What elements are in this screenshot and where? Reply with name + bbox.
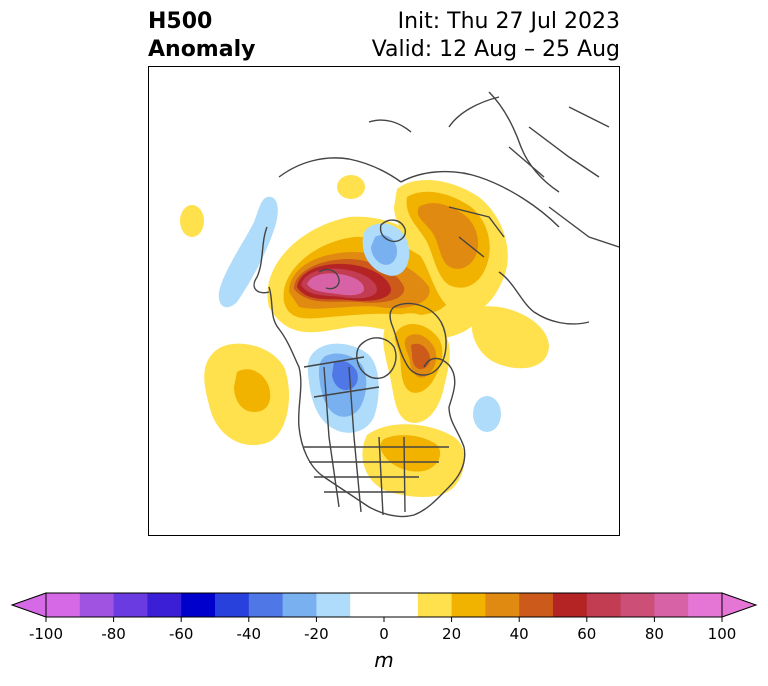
colorbar-tick-label: -80 <box>101 625 126 643</box>
colorbar-segment <box>485 593 520 617</box>
colorbar-segment <box>316 593 351 617</box>
colorbar-tick-label: 40 <box>510 625 529 643</box>
colorbar-low-extend <box>10 592 47 618</box>
colorbar-tick-label: -20 <box>304 625 329 643</box>
colorbar-segment <box>79 593 115 617</box>
colorbar-tick-label: -60 <box>169 625 194 643</box>
valid-dates: Valid: 12 Aug – 25 Aug <box>371 37 620 62</box>
init-date: Init: Thu 27 Jul 2023 <box>397 9 620 34</box>
colorbar-tick-label: -40 <box>237 625 262 643</box>
colorbar-segment <box>350 593 385 617</box>
coastlines <box>253 91 619 518</box>
colorbar-segment <box>181 593 216 617</box>
map-title-line2: Anomaly <box>148 37 256 62</box>
negative-anomaly-fields <box>218 196 501 433</box>
anomaly-map-canvas <box>180 91 619 518</box>
colorbar-segment <box>113 593 148 617</box>
colorbar-tick-label: 20 <box>442 625 461 643</box>
colorbar-tick-label: 100 <box>708 625 737 643</box>
colorbar-segment <box>586 593 622 617</box>
map-title-line1: H500 <box>148 9 213 34</box>
anomaly-map <box>148 66 620 536</box>
colorbar-segment <box>620 593 655 617</box>
colorbar: -100 -80 -60 -40 -20 0 20 40 60 80 100 <box>10 592 758 643</box>
colorbar-segments <box>46 593 723 617</box>
map-title: H500 Anomaly <box>148 8 255 64</box>
colorbar-segment <box>451 593 486 617</box>
colorbar-segment <box>417 593 453 617</box>
colorbar-tick-label: 0 <box>379 625 389 643</box>
colorbar-unit: m <box>374 648 394 672</box>
colorbar-segment <box>519 593 554 617</box>
colorbar-high-extend <box>721 592 758 618</box>
colorbar-tick-label: -100 <box>29 625 63 643</box>
colorbar-segment <box>282 593 317 617</box>
colorbar-ticks: -100 -80 -60 -40 -20 0 20 40 60 80 100 <box>29 617 736 643</box>
colorbar-segment <box>248 593 284 617</box>
positive-anomaly-fields <box>180 175 549 497</box>
colorbar-tick-label: 60 <box>577 625 596 643</box>
colorbar-tick-label: 80 <box>645 625 664 643</box>
colorbar-segment <box>688 593 723 617</box>
colorbar-segment <box>553 593 588 617</box>
colorbar-segment <box>654 593 689 617</box>
colorbar-segment <box>147 593 182 617</box>
valid-period: Init: Thu 27 Jul 2023 Valid: 12 Aug – 25… <box>372 8 620 64</box>
colorbar-segment <box>215 593 250 617</box>
colorbar-segment <box>384 593 419 617</box>
colorbar-segment <box>46 593 81 617</box>
